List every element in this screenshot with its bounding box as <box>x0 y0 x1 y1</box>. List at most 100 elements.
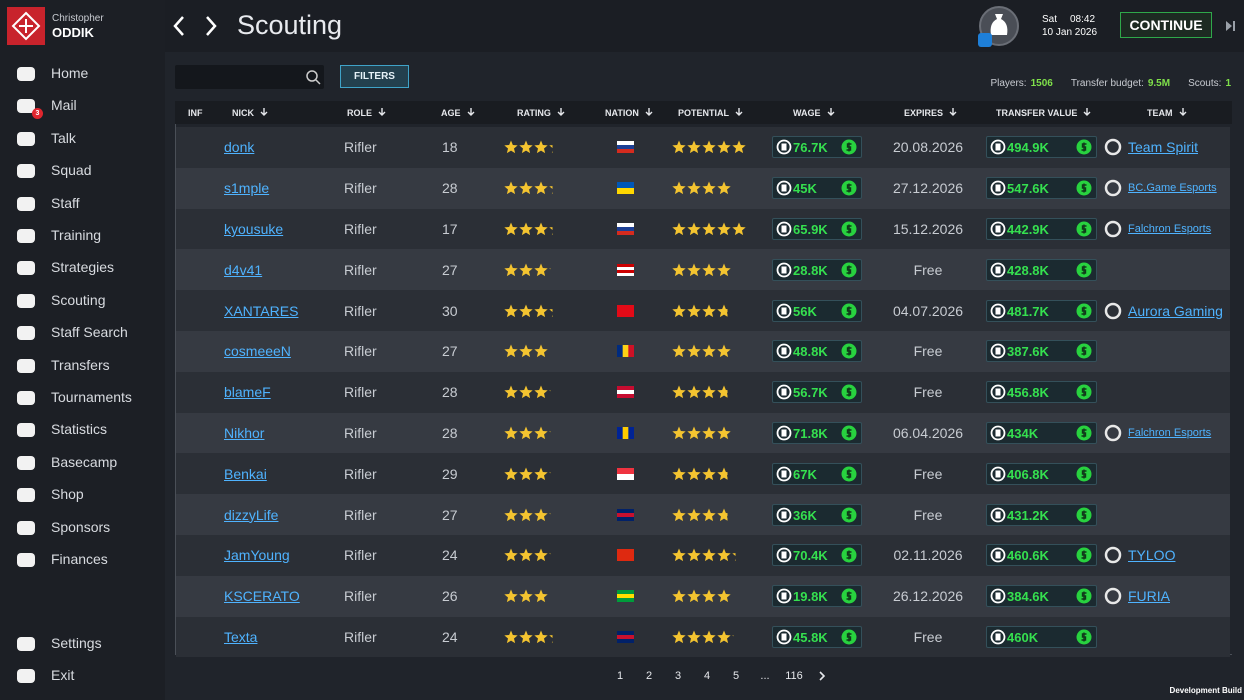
nav-item[interactable]: Scouting <box>51 291 106 308</box>
nav-icon <box>17 229 35 243</box>
player-age: 27 <box>442 343 458 360</box>
cash-icon <box>841 466 857 482</box>
cash-icon <box>841 629 857 645</box>
column-header[interactable]: TEAM <box>1147 108 1173 118</box>
next-page[interactable] <box>818 671 826 681</box>
player-nick[interactable]: Nikhor <box>224 425 265 441</box>
nav-item[interactable]: Finances <box>51 551 108 567</box>
column-header[interactable]: WAGE <box>793 108 821 118</box>
cash-icon <box>841 180 857 196</box>
sort-arrow <box>735 108 743 116</box>
money-value: 387.6K <box>1007 344 1049 360</box>
nav-item[interactable]: Home <box>51 65 89 81</box>
column-header[interactable]: NICK <box>232 108 254 118</box>
nav-icon <box>17 423 35 438</box>
team-name[interactable]: BC.Game Esports <box>1128 182 1217 195</box>
nav-item[interactable]: Tournaments <box>51 389 132 405</box>
player-nick[interactable]: donk <box>224 139 255 156</box>
nav-item[interactable]: Sponsors <box>51 518 111 535</box>
nav-item[interactable]: Mail <box>51 97 77 114</box>
rating-stars <box>504 548 551 562</box>
money-value: 56K <box>793 303 817 319</box>
player-nick[interactable]: d4v41 <box>224 261 263 278</box>
stats-bar: Players: 1506 Transfer budget: 9.5M Scou… <box>990 78 1231 89</box>
column-header[interactable]: EXPIRES <box>904 108 944 118</box>
money-box: 28.8K <box>772 258 862 281</box>
team-name[interactable]: TYLOO <box>1128 547 1176 564</box>
column-header[interactable]: RATING <box>517 108 551 118</box>
history-arrows[interactable] <box>170 14 220 38</box>
finance-icon[interactable] <box>977 5 1021 49</box>
nav-item[interactable]: Staff <box>51 194 80 211</box>
page-link[interactable]: 1 <box>616 670 624 682</box>
coin-icon <box>776 180 792 196</box>
column-header[interactable]: POTENTIAL <box>678 108 729 118</box>
money-box: 56K <box>772 299 862 322</box>
column-header[interactable]: TRANSFER VALUE <box>996 108 1078 118</box>
player-nick[interactable]: cosmeeeN <box>224 343 291 360</box>
column-header[interactable]: NATION <box>605 108 639 118</box>
team-logo <box>1104 179 1122 197</box>
nav-item[interactable]: Strategies <box>51 259 115 276</box>
money-value: 456.8K <box>1007 385 1049 401</box>
top-bar <box>0 0 1244 52</box>
potential-stars <box>672 589 731 603</box>
nav-item[interactable]: Transfers <box>51 356 110 373</box>
team-name[interactable]: Aurora Gaming <box>1128 302 1223 319</box>
player-nick[interactable]: s1mple <box>224 180 270 197</box>
nation-flag <box>617 549 634 562</box>
nav-icon <box>17 520 35 535</box>
player-nick[interactable]: blameF <box>224 384 271 401</box>
column-header[interactable]: ROLE <box>347 108 373 118</box>
player-role: Rifler <box>344 629 377 645</box>
coin-icon <box>990 303 1006 318</box>
nav-item[interactable]: Exit <box>51 667 75 684</box>
money-box: 494.9K <box>986 136 1097 159</box>
nav-item[interactable]: Staff Search <box>51 324 128 341</box>
potential-stars <box>672 385 728 399</box>
search-icon[interactable] <box>305 69 321 85</box>
nav-item[interactable]: Training <box>51 227 102 243</box>
budget-label: Transfer budget: <box>1070 78 1144 89</box>
page-link[interactable]: 116 <box>785 670 803 682</box>
nav-item[interactable]: Settings <box>51 635 102 651</box>
page-link[interactable]: 5 <box>732 670 740 682</box>
money-box: 387.6K <box>986 340 1097 363</box>
team-name[interactable]: FURIA <box>1128 588 1170 605</box>
skip-button[interactable] <box>1225 20 1237 32</box>
page-link[interactable]: ... <box>760 670 770 682</box>
player-nick[interactable]: kyousuke <box>224 221 284 237</box>
nav-item[interactable]: Talk <box>51 129 76 146</box>
player-nick[interactable]: XANTARES <box>224 302 299 319</box>
filters-button[interactable]: FILTERS <box>340 65 409 88</box>
continue-button[interactable]: CONTINUE <box>1120 12 1212 38</box>
nav-item[interactable]: Squad <box>51 162 92 179</box>
team-name[interactable]: Falchron Esports <box>1128 427 1212 439</box>
coin-icon <box>990 425 1006 441</box>
cash-icon <box>1076 466 1092 482</box>
search-box[interactable] <box>175 65 324 89</box>
team-name[interactable]: Falchron Esports <box>1128 223 1212 235</box>
page-link[interactable]: 3 <box>674 670 682 682</box>
manager-last-name: ODDIK <box>52 25 94 40</box>
page-link[interactable]: 4 <box>703 670 711 682</box>
page-link[interactable]: 2 <box>645 670 653 682</box>
coin-icon <box>776 547 792 563</box>
player-nick[interactable]: Benkai <box>224 465 267 482</box>
nav-item[interactable]: Shop <box>51 486 84 503</box>
player-nick[interactable]: dizzyLife <box>224 506 279 523</box>
player-nick[interactable]: KSCERATO <box>224 588 300 605</box>
nation-flag <box>617 345 634 358</box>
column-header[interactable]: INF <box>188 108 203 118</box>
player-nick[interactable]: Texta <box>224 629 258 645</box>
coin-icon <box>990 384 1006 400</box>
nav-item[interactable]: Basecamp <box>51 453 118 470</box>
money-value: 481.7K <box>1007 303 1049 319</box>
cash-icon <box>1076 507 1092 523</box>
player-nick[interactable]: JamYoung <box>224 547 290 564</box>
team-name[interactable]: Team Spirit <box>1128 139 1199 156</box>
money-value: 428.8K <box>1007 262 1049 278</box>
nav-item[interactable]: Statistics <box>51 421 108 438</box>
team-logo <box>1104 220 1122 238</box>
column-header[interactable]: AGE <box>441 108 461 118</box>
